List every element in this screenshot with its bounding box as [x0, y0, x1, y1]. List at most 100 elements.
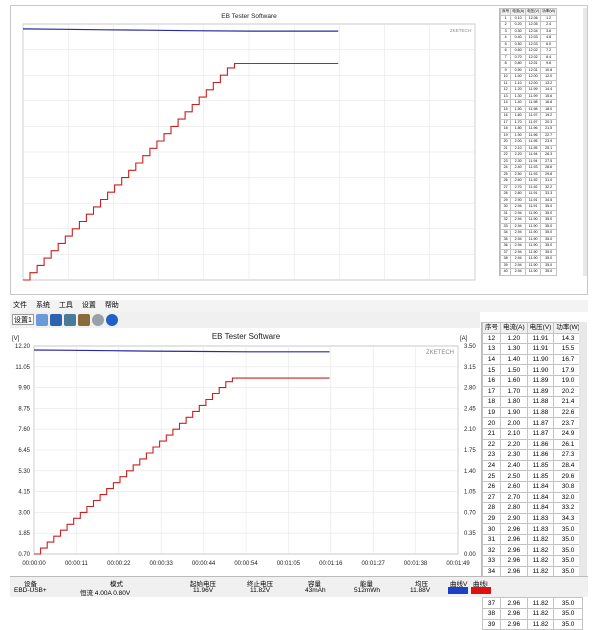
- table-cell: 2.30: [500, 449, 528, 461]
- table-row[interactable]: 12 1.20 11.99 14.4: [499, 86, 558, 94]
- table-cell: 33: [482, 555, 501, 567]
- table-header[interactable]: 电流(A): [510, 8, 527, 16]
- table-row[interactable]: 23 2.30 11.86 27.3: [482, 449, 583, 461]
- y-right-tick-label: 1.75: [464, 448, 476, 454]
- table-row[interactable]: 16 1.60 11.89 19.0: [482, 374, 583, 387]
- y-left-tick-label: 1.85: [18, 531, 30, 537]
- table-row[interactable]: 31 2.96 11.82 35.0: [482, 533, 583, 546]
- table-cell: 19: [482, 406, 501, 419]
- table-row[interactable]: 14 1.40 11.90 16.7: [482, 353, 583, 366]
- table-row[interactable]: 30 2.94 11.91 35.0: [499, 203, 558, 211]
- table-row[interactable]: 12 1.20 11.91 14.3: [482, 332, 583, 345]
- table-row[interactable]: 10 1.00 12.00 12.0: [499, 73, 558, 81]
- status-device-label: 设备: [24, 581, 37, 588]
- y-left-tick-label: 7.60: [18, 427, 30, 433]
- table-cell: 13: [482, 343, 501, 355]
- table-row[interactable]: 14 1.40 11.98 16.8: [499, 99, 558, 107]
- top-table-scrollbar[interactable]: [583, 8, 587, 276]
- table-cell: 2.94: [510, 268, 527, 276]
- table-row[interactable]: 39 2.94 11.90 35.0: [499, 261, 558, 269]
- menu-tools[interactable]: 工具: [58, 302, 73, 309]
- monitor-icon[interactable]: [64, 314, 76, 326]
- table-cell: 35.0: [540, 268, 558, 276]
- table-cell: 1.80: [500, 396, 528, 408]
- table-row[interactable]: 15 1.50 11.98 18.0: [499, 105, 558, 113]
- table-row[interactable]: 11 1.10 12.00 13.2: [499, 79, 558, 87]
- table-cell: 12.0: [540, 73, 558, 81]
- table-row[interactable]: 19 1.90 11.88 22.6: [482, 406, 583, 419]
- table-row[interactable]: 22 2.20 11.86 26.1: [482, 438, 583, 451]
- table-row[interactable]: 28 2.80 11.84 33.2: [482, 502, 583, 514]
- table-cell: 11.84: [526, 480, 555, 493]
- legend-voltage-label: 曲线V: [450, 581, 468, 588]
- table-row[interactable]: 17 1.70 11.97 20.3: [499, 118, 558, 126]
- table-row[interactable]: 35 2.94 11.90 35.0: [499, 235, 558, 243]
- menu-file[interactable]: 文件: [13, 302, 27, 309]
- open-folder-icon[interactable]: [36, 314, 48, 326]
- table-row[interactable]: 29 2.90 11.83 34.3: [482, 512, 583, 525]
- table-row[interactable]: 17 1.70 11.89 20.2: [482, 385, 583, 398]
- table-cell: 19.2: [540, 112, 558, 120]
- table-row[interactable]: 40 2.94 11.90 35.0: [499, 268, 558, 276]
- table-cell: 11.87: [526, 427, 555, 440]
- table-row[interactable]: 39 2.96 11.82 35.0: [482, 618, 583, 630]
- table-header[interactable]: 电压(V): [526, 322, 555, 334]
- table-cell: 13: [499, 92, 512, 100]
- table-row[interactable]: 25 2.50 11.93 29.8: [499, 170, 558, 178]
- y-left-tick-label: 5.30: [18, 469, 30, 475]
- menu-help[interactable]: 帮助: [104, 302, 119, 309]
- brand-watermark: ZKETECH: [450, 28, 471, 33]
- main-data-table: 序号 电流(A) 电压(V) 功率(W) 12 1.20 11.91 14.3 13 1.30 11…: [481, 322, 583, 630]
- table-cell: 35.0: [553, 608, 583, 620]
- table-header[interactable]: 电压(V): [525, 8, 542, 16]
- table-row[interactable]: 38 2.96 11.82 35.0: [482, 608, 583, 620]
- table-cell: 20.3: [540, 118, 558, 126]
- table-row[interactable]: 18 1.80 11.88 21.4: [482, 396, 583, 408]
- table-row[interactable]: 26 2.60 11.84 30.8: [482, 480, 583, 493]
- table-row[interactable]: 34 2.96 11.82 35.0: [482, 565, 583, 578]
- table-cell: 11.83: [526, 512, 555, 525]
- table-row[interactable]: 20 2.00 11.87 23.7: [482, 417, 583, 429]
- table-row[interactable]: 21 2.10 11.87 24.9: [482, 427, 583, 440]
- menu-system[interactable]: 系统: [35, 302, 50, 309]
- table-row[interactable]: 13 1.30 11.99 15.6: [499, 92, 558, 100]
- table-header[interactable]: 电流(A): [500, 322, 528, 334]
- legend-voltage-swatch[interactable]: [448, 587, 468, 594]
- tools-icon[interactable]: [78, 314, 90, 326]
- menu-settings[interactable]: 设置: [81, 302, 96, 309]
- table-row[interactable]: 21 2.10 11.95 25.1: [499, 144, 558, 152]
- table-row[interactable]: 24 2.40 11.85 28.4: [482, 459, 583, 472]
- top-data-table: 序号 电流(A) 电压(V) 功率(W) 1 0.10 12.06 1.2 2 0.20 12.05…: [499, 8, 584, 276]
- table-row[interactable]: 9 0.90 12.01 10.8: [499, 66, 558, 74]
- table-cell: 2.20: [500, 438, 528, 451]
- table-cell: 11.84: [526, 491, 555, 504]
- table-header[interactable]: 序号: [482, 322, 501, 334]
- table-cell: 23: [482, 449, 501, 461]
- table-row[interactable]: 32 2.96 11.82 35.0: [482, 544, 583, 557]
- zoom-icon[interactable]: [92, 314, 104, 326]
- y-right-tick-label: 3.50: [464, 344, 476, 350]
- table-header[interactable]: 序号: [499, 8, 512, 16]
- legend-current-swatch[interactable]: [471, 587, 491, 594]
- table-row[interactable]: 13 1.30 11.91 15.5: [482, 343, 583, 355]
- y-right-tick-label: 0.70: [464, 510, 476, 516]
- table-row[interactable]: 1 0.10 12.06 1.2: [499, 14, 558, 22]
- table-cell: 21: [482, 427, 501, 440]
- main-table-scrollbar[interactable]: [579, 322, 587, 576]
- table-row[interactable]: 33 2.96 11.82 35.0: [482, 555, 583, 567]
- info-icon[interactable]: [106, 314, 118, 326]
- table-header[interactable]: 功率(W): [540, 8, 558, 16]
- save-icon[interactable]: [50, 314, 62, 326]
- table-row[interactable]: 8 0.80 12.01 9.6: [499, 60, 558, 68]
- table-cell: 11.82: [526, 618, 555, 630]
- table-row[interactable]: 30 2.96 11.83 35.0: [482, 523, 583, 535]
- table-row[interactable]: 16 1.60 11.97 19.2: [499, 112, 558, 120]
- table-row[interactable]: 15 1.50 11.90 17.9: [482, 364, 583, 376]
- table-cell: 11.88: [526, 396, 555, 408]
- y-right-axis-label: [A]: [460, 336, 468, 342]
- y-right-tick-label: 2.80: [464, 386, 476, 392]
- current-series-line: [34, 377, 330, 555]
- table-row[interactable]: 27 2.70 11.84 32.0: [482, 491, 583, 504]
- settings-button[interactable]: 设置1: [12, 314, 34, 325]
- table-row[interactable]: 25 2.50 11.85 29.6: [482, 470, 583, 482]
